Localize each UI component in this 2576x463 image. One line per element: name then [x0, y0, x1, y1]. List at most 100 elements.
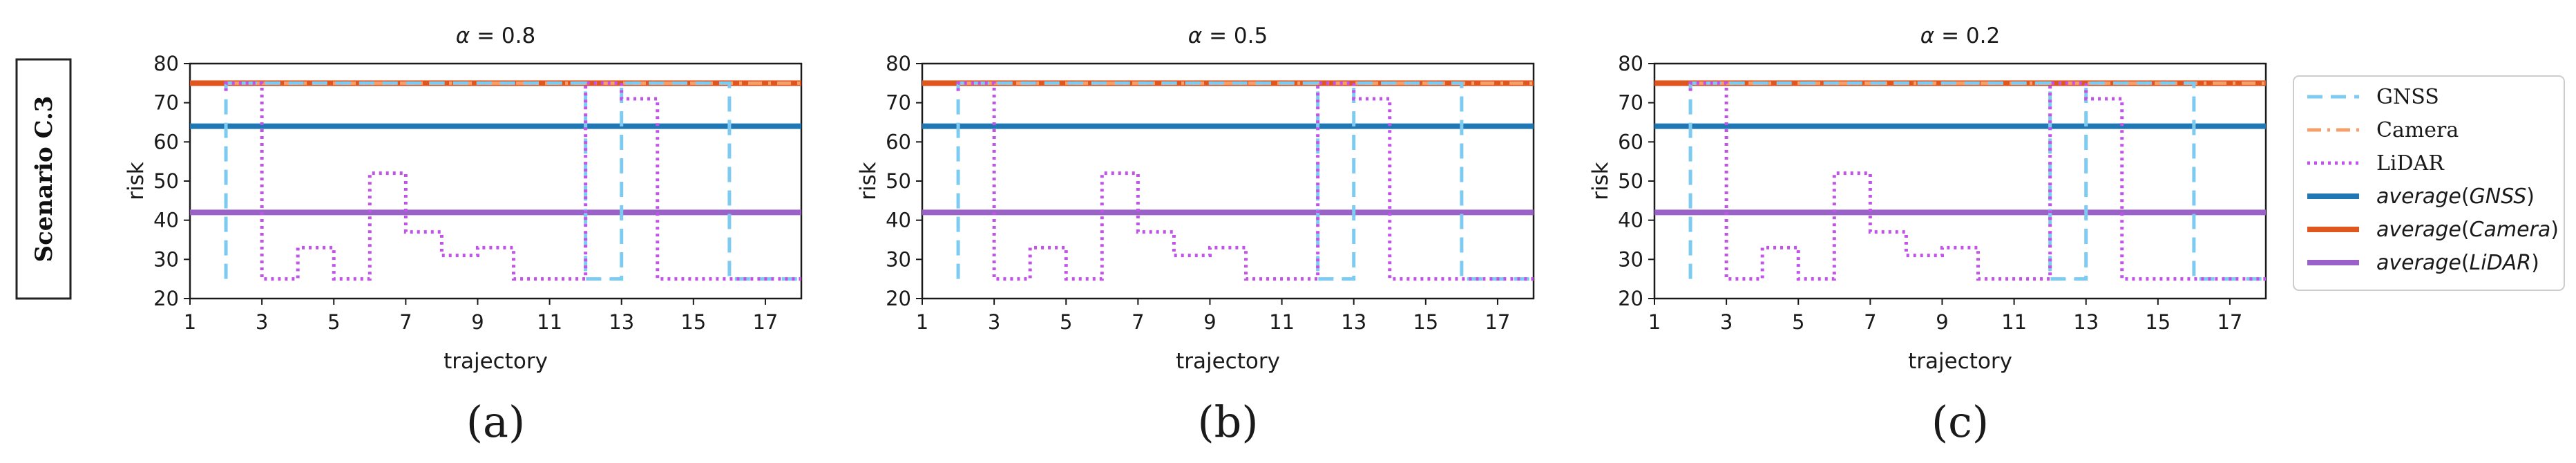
y-tick-label: 30: [153, 247, 179, 271]
chart-title-value: = 0.8: [470, 23, 535, 48]
x-tick-label: 1: [916, 310, 928, 334]
y-tick-label: 80: [1618, 52, 1643, 75]
legend-label: average(Camera): [2376, 218, 2559, 242]
legend-label-arg: GNSS: [2470, 185, 2527, 209]
x-tick-label: 5: [1792, 310, 1804, 334]
x-tick-label: 3: [1720, 310, 1733, 334]
scenario-label: Scenario C.3: [30, 96, 58, 263]
series-line-lidar: [224, 81, 801, 281]
x-tick-label: 13: [2073, 310, 2099, 334]
y-tick-label: 60: [1618, 130, 1643, 153]
legend-label-func: average: [2376, 185, 2461, 209]
scenario-label-frame: [15, 58, 72, 300]
x-tick-label: 1: [1648, 310, 1661, 334]
x-tick-label: 17: [752, 310, 778, 334]
legend-item-avg_lidar: average(LiDAR): [2307, 251, 2539, 275]
scenario-label-box: Scenario C.3: [15, 58, 72, 300]
y-tick-label: 60: [886, 130, 911, 153]
axes-frame: [1653, 62, 2267, 300]
y-tick-label: 40: [886, 209, 911, 232]
y-tick-label: 20: [886, 287, 911, 310]
legend-label-open: (: [2461, 185, 2470, 209]
x-tick-label: 15: [680, 310, 706, 334]
y-axis-label: risk: [856, 162, 881, 200]
chart-title-value: = 0.2: [1934, 23, 2000, 48]
x-tick-label: 9: [1203, 310, 1216, 334]
x-tick-label: 7: [1132, 310, 1144, 334]
y-tick-label: 80: [153, 52, 179, 75]
x-tick-label: 1: [184, 310, 196, 334]
series-line-gnss: [1688, 81, 2266, 281]
axes-frame: [921, 62, 1535, 300]
chart-title: α = 0.8: [456, 23, 535, 48]
y-tick-label: 20: [153, 287, 179, 310]
x-axis-label: trajectory: [1176, 349, 1280, 374]
plot-area: [922, 80, 1534, 281]
x-tick-label: 9: [471, 310, 484, 334]
x-tick-label: 11: [1269, 310, 1295, 334]
series-line-gnss: [956, 81, 1534, 281]
x-tick-label: 15: [1413, 310, 1438, 334]
chart-title: α = 0.5: [1188, 23, 1268, 48]
legend-item-gnss: GNSS: [2307, 85, 2439, 109]
chart-title-value: = 0.5: [1202, 23, 1268, 48]
chart-title-symbol: α: [1188, 23, 1202, 48]
legend-item-lidar: LiDAR: [2307, 151, 2445, 176]
legend-label: average(LiDAR): [2376, 251, 2539, 275]
legend-label-func: average: [2376, 218, 2461, 242]
legend-frame: [2293, 75, 2565, 291]
y-tick-label: 70: [886, 91, 911, 115]
legend-label-arg: Camera: [2470, 218, 2551, 242]
legend-label: GNSS: [2376, 85, 2439, 109]
legend-item-avg_camera: average(Camera): [2307, 218, 2559, 242]
x-tick-label: 3: [988, 310, 1000, 334]
legend-label-func: average: [2376, 251, 2461, 275]
y-tick-label: 50: [1618, 169, 1643, 193]
y-tick-label: 20: [1618, 287, 1643, 310]
chart-title: α = 0.2: [1920, 23, 2000, 48]
panel-caption: (b): [1197, 397, 1258, 447]
y-tick-label: 50: [886, 169, 911, 193]
legend-label-open: (: [2461, 218, 2470, 242]
x-tick-label: 3: [256, 310, 268, 334]
y-tick-label: 70: [153, 91, 179, 115]
legend-label-arg: LiDAR: [2470, 251, 2532, 275]
legend-label-close: ): [2531, 251, 2539, 275]
x-tick-label: 13: [609, 310, 634, 334]
x-tick-label: 15: [2145, 310, 2170, 334]
legend-label: Camera: [2376, 118, 2459, 142]
series-line-gnss: [224, 81, 801, 281]
y-axis-label: risk: [1588, 162, 1613, 200]
y-tick-label: 80: [886, 52, 911, 75]
axes-frame: [189, 62, 803, 300]
legend-item-camera: Camera: [2307, 118, 2459, 142]
y-axis-label: risk: [124, 162, 149, 200]
x-tick-label: 5: [1060, 310, 1072, 334]
plot-area: [190, 80, 801, 281]
legend: GNSSCameraLiDARaverage(GNSS)average(Came…: [2293, 75, 2565, 291]
y-tick-label: 40: [1618, 209, 1643, 232]
series-line-lidar: [956, 81, 1534, 281]
legend-label-open: (: [2461, 251, 2470, 275]
y-tick-label: 40: [153, 209, 179, 232]
legend-label-close: ): [2526, 185, 2535, 209]
x-tick-label: 17: [2217, 310, 2242, 334]
y-tick-label: 60: [153, 130, 179, 153]
plot-area: [1654, 80, 2266, 281]
x-tick-label: 11: [537, 310, 562, 334]
y-tick-label: 30: [886, 247, 911, 271]
x-tick-label: 7: [1864, 310, 1876, 334]
series-line-lidar: [1688, 81, 2266, 281]
x-tick-label: 13: [1341, 310, 1366, 334]
panel-caption: (a): [466, 397, 525, 447]
y-tick-label: 70: [1618, 91, 1643, 115]
y-tick-label: 50: [153, 169, 179, 193]
x-tick-label: 9: [1936, 310, 1948, 334]
x-tick-label: 7: [399, 310, 412, 334]
legend-label-close: ): [2550, 218, 2559, 242]
